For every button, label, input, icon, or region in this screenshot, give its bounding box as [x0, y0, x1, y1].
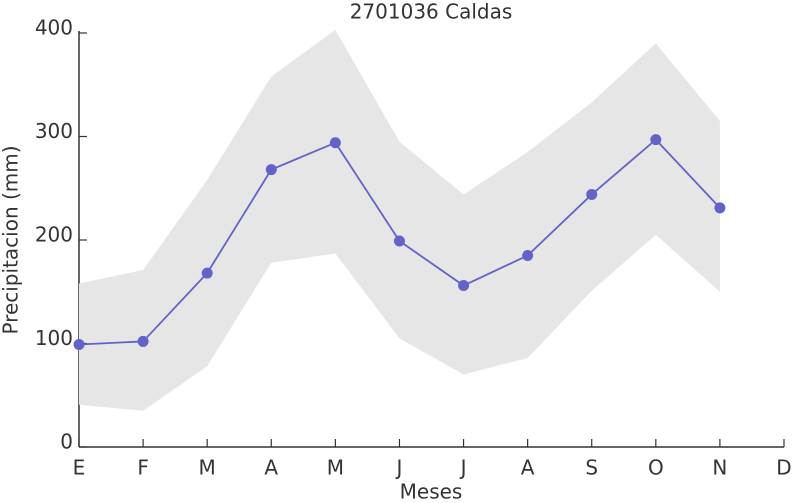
y-tick-label: 200: [35, 223, 73, 247]
x-axis-label: Meses: [400, 480, 463, 503]
point: [458, 280, 470, 292]
x-tick-label: A: [264, 456, 278, 480]
range-band: [79, 29, 720, 411]
point: [201, 267, 213, 279]
y-tick-label: 400: [35, 16, 73, 40]
x-tick-label: E: [73, 456, 86, 480]
x-tick-label: M: [327, 456, 344, 480]
point: [586, 188, 598, 200]
x-tick-label: O: [648, 456, 664, 480]
y-axis-label: Precipitacion (mm): [0, 145, 23, 334]
point: [265, 164, 277, 176]
chart-title: 2701036 Caldas: [350, 0, 513, 24]
x-tick-label: F: [137, 456, 149, 480]
y-tick-label: 300: [35, 119, 73, 143]
point: [650, 134, 662, 146]
point: [137, 335, 149, 347]
point: [522, 250, 534, 262]
x-tick-label: S: [585, 456, 598, 480]
point: [393, 235, 405, 247]
point: [73, 339, 85, 351]
point: [714, 202, 726, 214]
x-tick-label: A: [521, 456, 535, 480]
x-tick-label: J: [459, 456, 467, 480]
x-tick-label: M: [199, 456, 216, 480]
y-tick-label: 0: [60, 430, 73, 454]
x-tick-label: D: [776, 456, 791, 480]
x-tick-label: J: [395, 456, 403, 480]
point: [329, 137, 341, 149]
x-tick-label: N: [712, 456, 727, 480]
y-tick-label: 100: [35, 326, 73, 350]
